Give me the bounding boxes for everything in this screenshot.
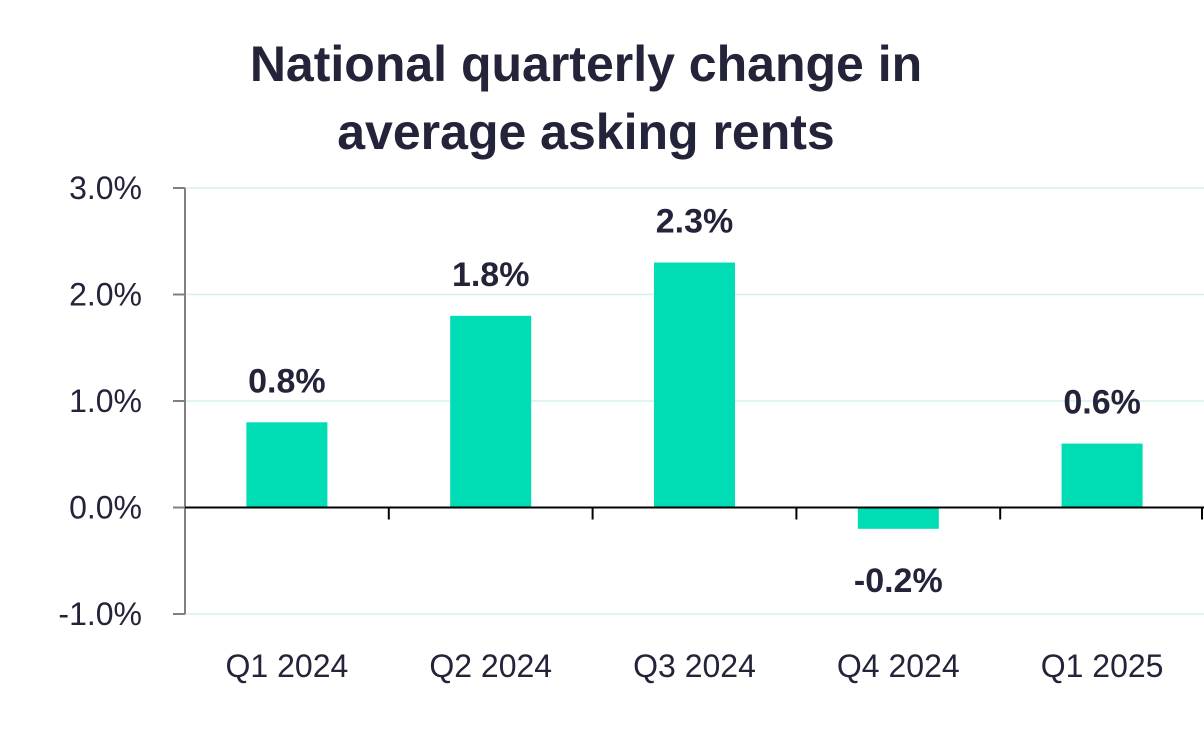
bars [246,262,1143,529]
x-tick-label: Q1 2024 [226,648,349,684]
y-tick-label: 3.0% [69,170,142,206]
x-tick-label: Q3 2024 [633,648,756,684]
bar [654,262,735,508]
data-label: 0.6% [1063,384,1141,422]
y-tick-label: 1.0% [69,383,142,419]
bar [246,422,328,508]
chart-title-line-1: National quarterly change in [249,36,923,92]
bar [1061,443,1143,508]
bar [450,315,532,508]
data-label: 0.8% [248,362,326,400]
y-tick-label: 2.0% [69,277,142,313]
data-label: 1.8% [452,256,530,294]
y-tick-label: -1.0% [58,596,142,632]
data-label: 2.3% [656,203,734,241]
chart-title: National quarterly change in average ask… [0,30,1172,166]
y-tick-label: 0.0% [69,490,142,526]
labels: 3.0% 2.0% 1.0% 0.0% -1.0% Q1 2024 0.8% Q2 2024 1… [58,170,1163,684]
data-label: -0.2% [854,562,943,600]
chart-title-line-2: average asking rents [337,104,835,160]
x-tick-label: Q2 2024 [429,648,552,684]
x-tick-label: Q1 2025 [1041,648,1164,684]
axes [173,187,1204,615]
bar [857,507,939,529]
x-tick-label: Q4 2024 [837,648,960,684]
